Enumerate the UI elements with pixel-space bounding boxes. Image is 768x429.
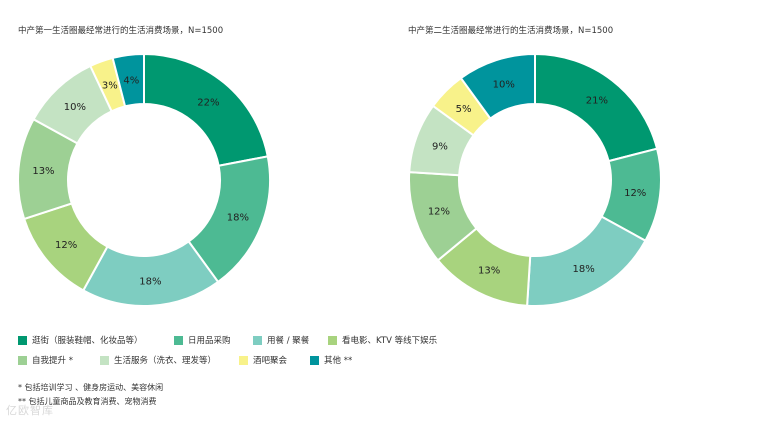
slice-value-label: 13% <box>478 265 500 276</box>
legend-item: 看电影、KTV 等线下娱乐 <box>328 334 437 346</box>
chart-title-first-circle: 中产第一生活圈最经常进行的生活消费场景，N=1500 <box>18 26 224 36</box>
legend-item: 酒吧聚会 <box>239 354 287 366</box>
donut-chart-first-circle: 22% 18% 18% 12% 13% 10% 3% 4% <box>17 52 271 307</box>
legend-item: 生活服务（洗衣、理发等） <box>100 354 216 366</box>
donut-slice <box>459 52 536 120</box>
legend-label: 其他 ** <box>324 356 353 366</box>
donut-slice <box>143 52 269 167</box>
footnote-self-improvement: * 包括培训学习 、健身房运动、美容休闲 <box>18 383 164 392</box>
legend-swatch <box>239 355 248 365</box>
slice-value-label: 13% <box>32 166 54 177</box>
legend-swatch <box>100 355 109 365</box>
legend-item: 用餐 / 聚餐 <box>253 334 309 346</box>
slice-value-label: 22% <box>197 98 219 109</box>
donut-chart-second-circle: 21% 12% 18% 13% 12% 9% 5% 10% <box>408 52 662 307</box>
legend-swatch <box>328 335 337 345</box>
slice-value-label: 18% <box>573 264 595 275</box>
slice-value-label: 12% <box>624 188 646 199</box>
legend-swatch <box>310 355 319 365</box>
legend-label: 用餐 / 聚餐 <box>267 336 310 346</box>
legend-label: 生活服务（洗衣、理发等） <box>114 356 217 366</box>
slice-value-label: 4% <box>123 75 139 86</box>
slice-value-label: 10% <box>493 79 515 90</box>
slice-value-label: 18% <box>139 276 161 287</box>
donut-slice <box>534 52 659 163</box>
legend-label: 日用品采购 <box>188 336 231 346</box>
legend-item: 其他 ** <box>310 354 352 366</box>
watermark-logo: 亿欧智库 <box>6 404 54 417</box>
legend-swatch <box>18 335 27 345</box>
slice-value-label: 3% <box>102 80 118 91</box>
donut-slice <box>111 52 145 108</box>
legend-item: 日用品采购 <box>174 334 231 346</box>
legend-item: 自我提升 * <box>18 354 73 366</box>
slice-value-label: 21% <box>586 96 608 107</box>
donut-slice <box>526 215 647 307</box>
legend-label: 自我提升 * <box>32 356 73 366</box>
legend-label: 看电影、KTV 等线下娱乐 <box>342 336 438 346</box>
slice-value-label: 12% <box>55 240 77 251</box>
legend-label: 逛街（服装鞋帽、化妆品等） <box>32 336 143 346</box>
legend-item: 逛街（服装鞋帽、化妆品等） <box>18 334 143 346</box>
slice-value-label: 10% <box>64 102 86 113</box>
slice-value-label: 18% <box>227 213 249 224</box>
footnote-other: ** 包括儿童商品及教育消费、宠物消费 <box>18 397 157 406</box>
legend-swatch <box>253 335 262 345</box>
slice-value-label: 5% <box>456 104 472 115</box>
slice-value-label: 9% <box>432 141 448 152</box>
chart-title-second-circle: 中产第二生活圈最经常进行的生活消费场景，N=1500 <box>408 26 614 36</box>
legend-swatch <box>18 355 27 365</box>
legend-label: 酒吧聚会 <box>253 356 288 366</box>
slice-value-label: 12% <box>428 207 450 218</box>
legend-swatch <box>174 335 183 345</box>
